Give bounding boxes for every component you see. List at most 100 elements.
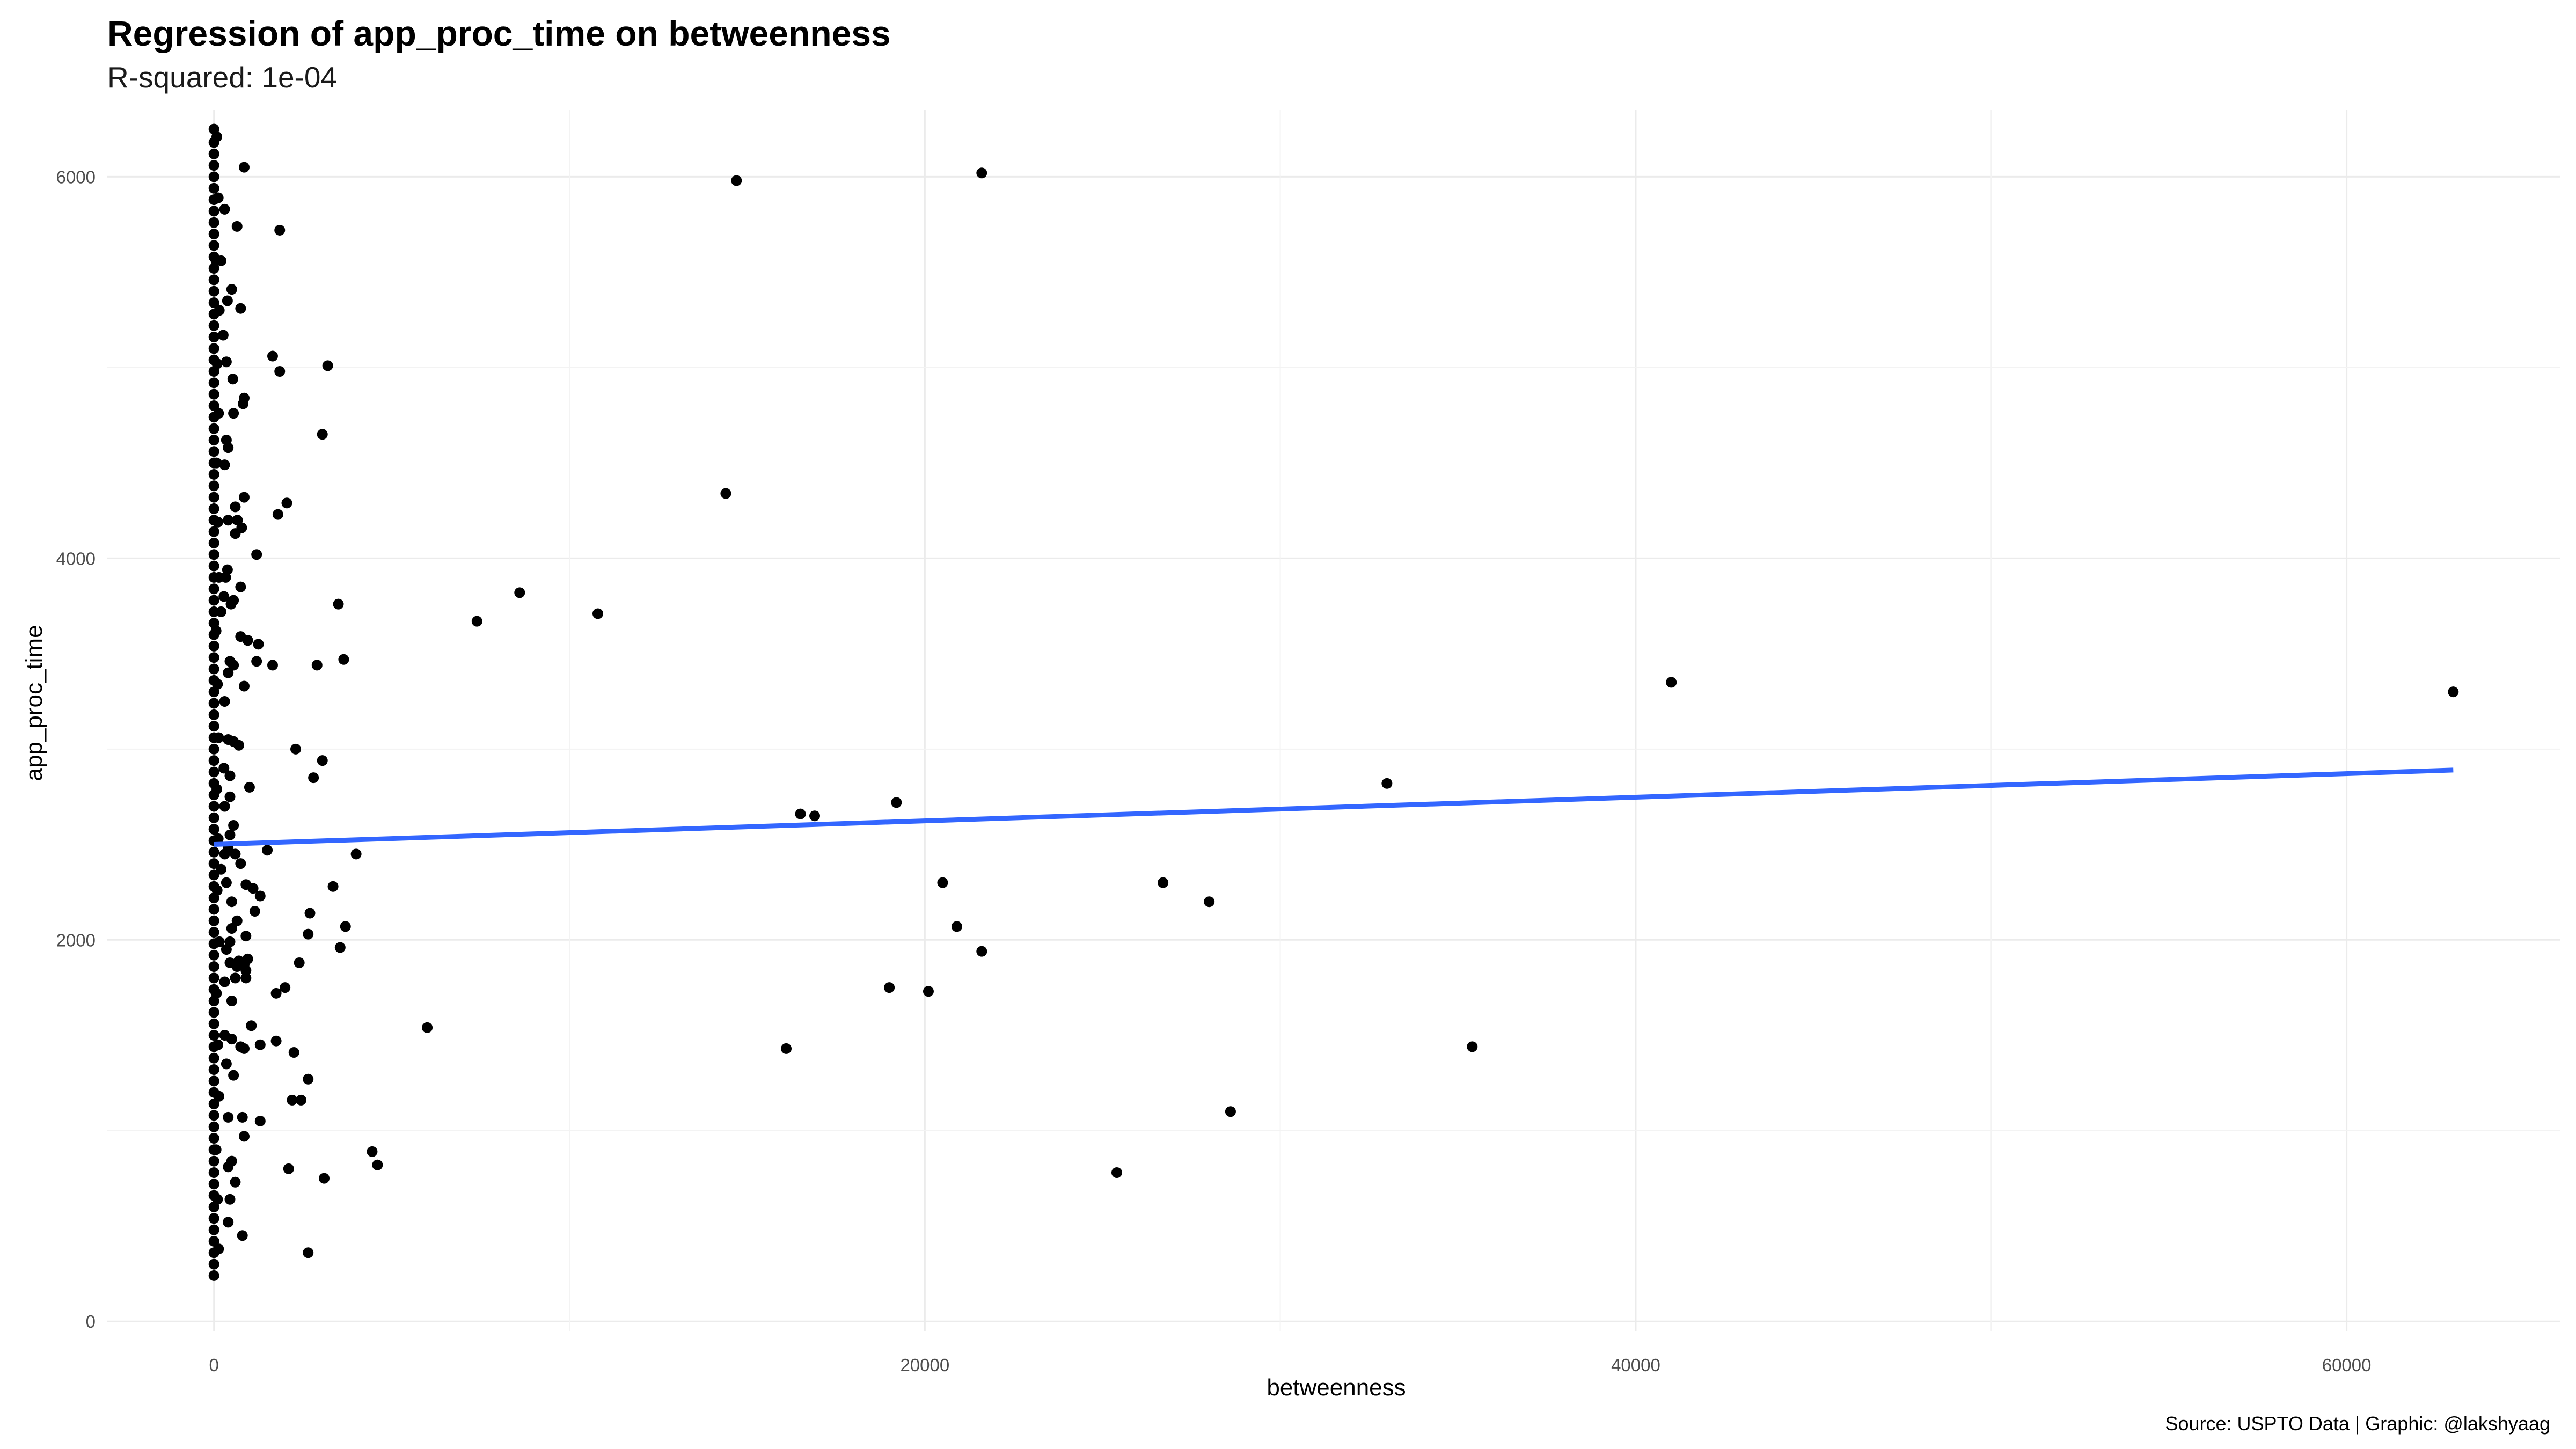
data-point (951, 921, 962, 932)
data-point (208, 583, 219, 595)
data-point (221, 1058, 232, 1070)
data-point (235, 858, 246, 869)
data-point (246, 1020, 257, 1031)
data-point (237, 1230, 248, 1241)
data-point (891, 797, 902, 808)
data-point (208, 698, 219, 709)
data-point (208, 217, 219, 228)
data-point (211, 884, 223, 896)
data-point (212, 678, 223, 690)
data-point (238, 680, 250, 692)
data-point (208, 709, 219, 720)
data-point (809, 810, 821, 822)
data-point (210, 625, 222, 636)
data-point (1111, 1167, 1122, 1178)
data-point (208, 755, 219, 766)
data-point (208, 663, 219, 675)
data-point (208, 904, 219, 915)
data-point (230, 1176, 241, 1188)
data-point (217, 330, 229, 341)
data-point (208, 595, 219, 606)
data-point (228, 820, 239, 831)
data-point (208, 961, 219, 972)
data-point (731, 175, 742, 186)
data-point (208, 503, 219, 514)
data-point (208, 743, 219, 755)
data-point (208, 1167, 219, 1178)
data-point (884, 982, 895, 993)
data-point (308, 772, 319, 784)
data-point (237, 1111, 248, 1123)
data-point (219, 801, 230, 812)
data-point (215, 863, 226, 875)
data-point (317, 755, 328, 766)
x-tick-label: 20000 (900, 1355, 949, 1375)
data-point (208, 721, 219, 732)
data-point (238, 1131, 250, 1142)
data-point (221, 356, 232, 368)
data-point (208, 1258, 219, 1270)
data-point (274, 224, 286, 236)
data-point (327, 881, 339, 892)
data-point (208, 1110, 219, 1121)
data-point (213, 408, 224, 419)
data-point (208, 1030, 219, 1041)
data-point (295, 1094, 306, 1106)
data-point (287, 1094, 298, 1106)
data-point (251, 656, 262, 667)
x-tick-label: 0 (209, 1355, 219, 1375)
data-point (219, 696, 230, 707)
data-point (303, 1073, 314, 1085)
data-point (230, 528, 241, 539)
data-point (208, 1213, 219, 1224)
data-point (211, 457, 222, 469)
data-point (219, 976, 230, 987)
data-point (212, 516, 223, 528)
data-point (208, 1132, 219, 1144)
data-point (208, 171, 219, 182)
data-point (208, 446, 219, 457)
data-point (208, 858, 219, 869)
data-point (208, 423, 219, 434)
x-axis-title: betweenness (1267, 1374, 1406, 1401)
data-point (208, 332, 219, 343)
data-point (208, 320, 219, 331)
data-point (270, 987, 282, 999)
data-point (212, 1039, 223, 1050)
data-point (317, 429, 328, 440)
data-point (228, 408, 239, 419)
data-point (422, 1022, 433, 1033)
data-point (214, 936, 225, 947)
data-point (226, 1034, 237, 1045)
data-point (208, 1052, 219, 1064)
data-point (208, 537, 219, 548)
data-point (222, 295, 233, 306)
data-point (231, 915, 243, 926)
chart-caption: Source: USPTO Data | Graphic: @lakshyaag (2165, 1413, 2550, 1435)
data-point (230, 972, 241, 984)
data-point (208, 1075, 219, 1087)
data-point (1204, 896, 1215, 908)
data-point (272, 509, 283, 520)
data-point (303, 1247, 314, 1258)
data-point (213, 732, 224, 743)
data-point (228, 1070, 239, 1081)
data-point (247, 883, 259, 894)
data-point (2448, 686, 2459, 698)
data-point (267, 660, 278, 671)
data-point (214, 305, 225, 316)
data-point (225, 598, 237, 610)
data-point (223, 442, 234, 453)
data-point (514, 587, 525, 598)
data-point (226, 284, 237, 295)
data-point (230, 848, 241, 860)
data-point (249, 905, 260, 917)
data-point (208, 652, 219, 663)
data-point (208, 1007, 219, 1018)
data-point (224, 829, 236, 840)
data-point (223, 1217, 234, 1228)
x-axis-ticks: 0 20000 40000 60000 (209, 1355, 2372, 1375)
data-point (223, 667, 234, 678)
data-point (208, 286, 219, 297)
data-point (210, 1144, 222, 1155)
